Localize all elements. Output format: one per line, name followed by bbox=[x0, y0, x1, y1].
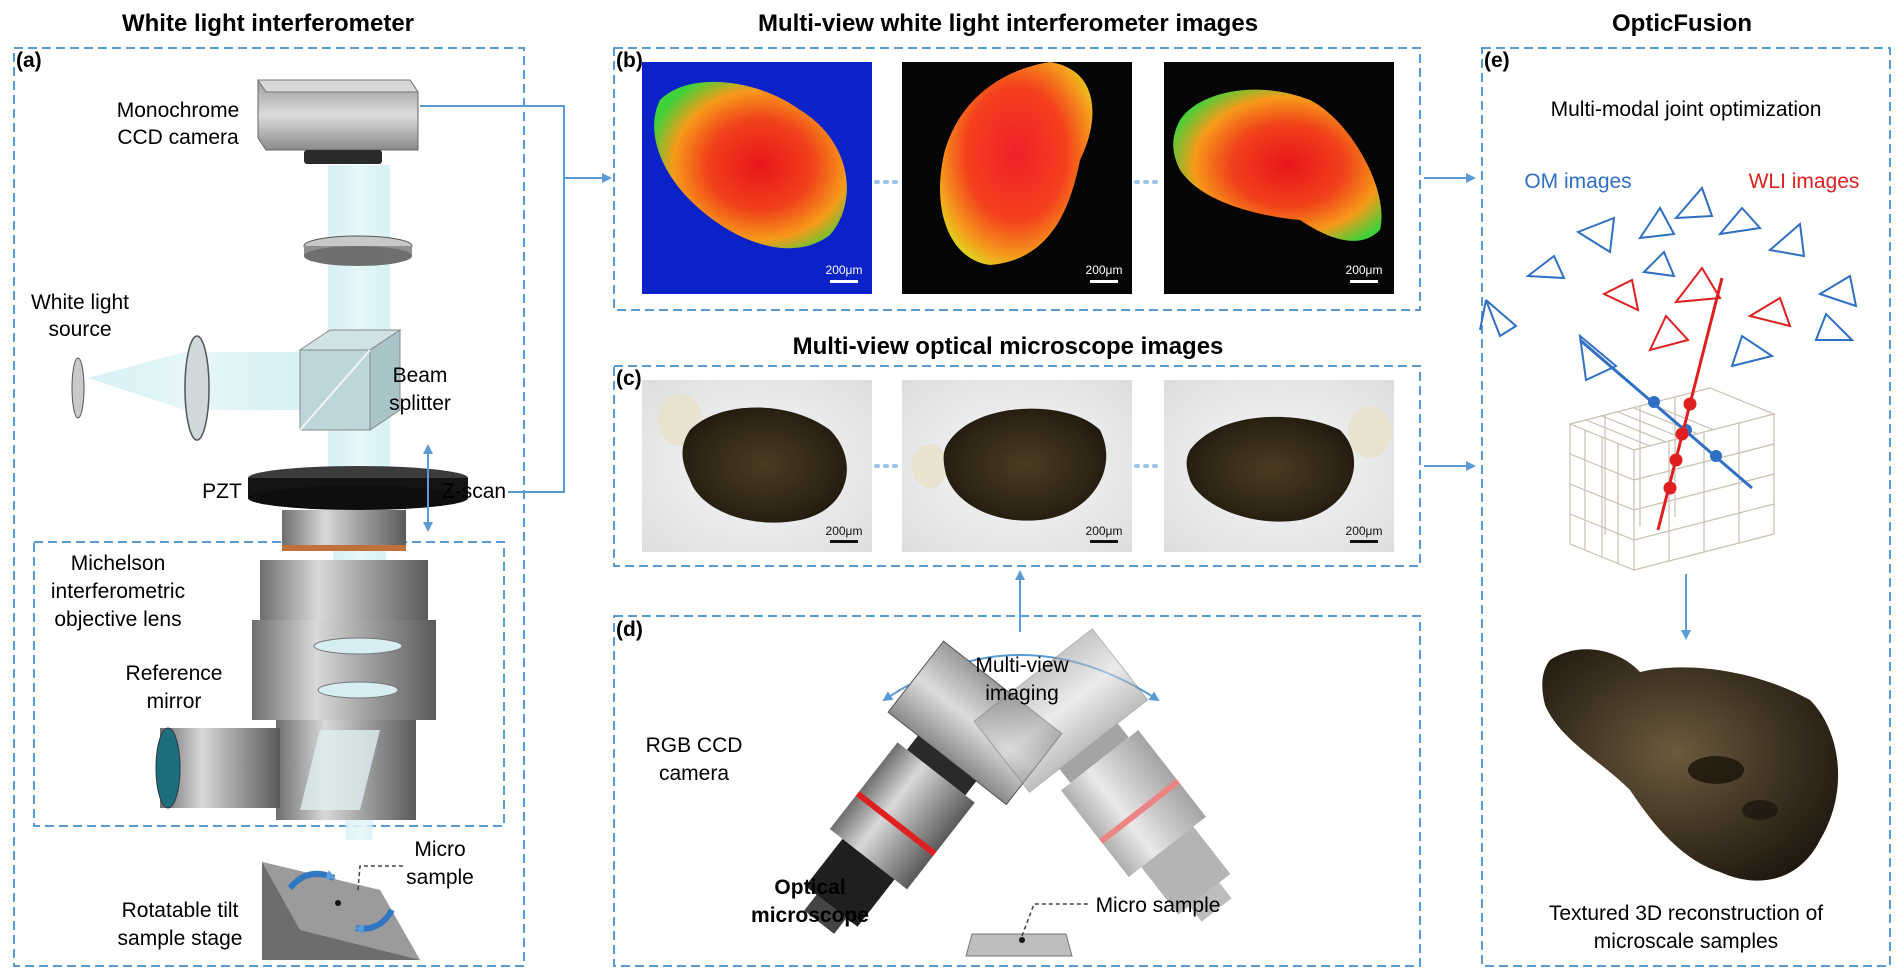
wli-camera-frustum bbox=[1648, 314, 1690, 352]
panel-tag-c: (c) bbox=[616, 367, 642, 390]
panel-tag-e: (e) bbox=[1484, 49, 1510, 72]
om-camera-frustum bbox=[1525, 254, 1566, 280]
scale-bar-wli-2: 200μm bbox=[1086, 263, 1123, 277]
scale-bar-om-1: 200μm bbox=[826, 524, 863, 538]
wli-camera-frustum bbox=[1601, 278, 1640, 312]
label-micro-line2: sample bbox=[406, 866, 474, 889]
micro-sample-dot bbox=[335, 900, 341, 906]
camera-lens-mount bbox=[304, 150, 382, 164]
om-camera-frustum bbox=[1814, 312, 1855, 341]
label-stage-line2: sample stage bbox=[118, 927, 243, 950]
om-sample-plate bbox=[965, 933, 1073, 957]
label-multiview-line2: imaging bbox=[985, 682, 1059, 705]
om-camera-frustum bbox=[1673, 186, 1714, 220]
panel-tag-d: (d) bbox=[616, 618, 643, 641]
wli-image-1: 200μm bbox=[642, 62, 872, 294]
title-opticfusion: OpticFusion bbox=[1612, 10, 1752, 37]
om-image-1: 200μm bbox=[642, 380, 872, 552]
label-wli-images: WLI images bbox=[1749, 170, 1860, 193]
label-recon-line2: microscale samples bbox=[1594, 930, 1778, 953]
label-optical-line2: microscope bbox=[751, 904, 869, 927]
om-camera-frustum bbox=[1730, 334, 1775, 368]
om-micro-sample-dot bbox=[1019, 937, 1025, 943]
panel-d-box bbox=[613, 615, 1421, 967]
panel-b-box bbox=[613, 47, 1421, 311]
ray-samples bbox=[1579, 277, 1753, 531]
wli-apparatus bbox=[71, 79, 468, 960]
label-recon-line1: Textured 3D reconstruction of bbox=[1549, 902, 1823, 925]
label-michelson-line1: Michelson bbox=[71, 552, 166, 575]
label-camera-line2: CCD camera bbox=[117, 126, 239, 149]
michelson-box bbox=[33, 541, 505, 827]
scale-bar-om-3: 200μm bbox=[1346, 524, 1383, 538]
white-light-source-icon bbox=[71, 357, 85, 419]
right-optical-microscope bbox=[973, 628, 1232, 922]
wli-camera-frustum bbox=[1747, 296, 1792, 328]
objective-knurled-section bbox=[260, 560, 428, 620]
voxel-grid bbox=[1568, 387, 1776, 571]
objective-upper-ring bbox=[282, 510, 406, 550]
panel-c-box bbox=[613, 365, 1421, 567]
label-om-micro-sample: Micro sample bbox=[1096, 894, 1221, 917]
arrow-zscan-to-wli-images bbox=[508, 178, 565, 493]
label-mirror-line2: mirror bbox=[147, 690, 202, 713]
label-source-line1: White light bbox=[31, 291, 129, 314]
wli-camera-frustum bbox=[1673, 266, 1722, 304]
label-stage-line1: Rotatable tilt bbox=[122, 899, 239, 922]
label-om-images: OM images bbox=[1524, 170, 1631, 193]
arrow-camera-to-wli-images bbox=[420, 105, 612, 183]
panel-a-box bbox=[13, 47, 525, 967]
wli-image-2: 200μm bbox=[902, 62, 1132, 294]
title-multiview-wli-images: Multi-view white light interferometer im… bbox=[758, 10, 1258, 37]
label-micro-line1: Micro bbox=[414, 838, 465, 861]
panel-e-box bbox=[1481, 47, 1891, 967]
om-camera-frustum bbox=[1641, 250, 1676, 278]
label-zscan: Z-scan bbox=[442, 480, 506, 503]
collimator-lens-icon bbox=[184, 335, 210, 441]
om-camera-frustum bbox=[1637, 206, 1676, 240]
om-camera-frustum bbox=[1767, 222, 1806, 258]
label-michelson-line3: objective lens bbox=[54, 608, 181, 631]
reference-mirror-icon bbox=[155, 727, 181, 809]
label-splitter-line1: Beam bbox=[393, 364, 448, 387]
om-setup bbox=[804, 628, 1232, 957]
om-camera-frustum bbox=[1717, 206, 1762, 236]
wli-image-3: 200μm bbox=[1164, 62, 1394, 294]
om-camera-frustum bbox=[1575, 216, 1616, 254]
scale-bar-wli-3: 200μm bbox=[1346, 263, 1383, 277]
label-joint-optimization: Multi-modal joint optimization bbox=[1551, 98, 1822, 121]
label-mirror-line1: Reference bbox=[126, 662, 223, 685]
om-ray bbox=[1579, 338, 1753, 490]
panel-tag-b: (b) bbox=[616, 49, 643, 72]
label-rgb-line2: camera bbox=[659, 762, 729, 785]
om-camera-frustum bbox=[1578, 333, 1618, 382]
om-image-3: 200μm bbox=[1164, 380, 1394, 552]
label-multiview-line1: Multi-view bbox=[975, 654, 1069, 677]
label-splitter-line2: splitter bbox=[389, 392, 451, 415]
om-image-2: 200μm bbox=[902, 380, 1132, 552]
scale-bar-wli-1: 200μm bbox=[826, 263, 863, 277]
camera-frustums bbox=[1479, 186, 1858, 382]
om-camera-frustum bbox=[1479, 299, 1518, 338]
label-rgb-line1: RGB CCD bbox=[646, 734, 743, 757]
label-source-line2: source bbox=[48, 318, 111, 341]
scale-bar-om-2: 200μm bbox=[1086, 524, 1123, 538]
objective-body bbox=[252, 620, 436, 720]
label-michelson-line2: interferometric bbox=[51, 580, 185, 603]
label-pzt: PZT bbox=[202, 480, 242, 503]
om-camera-frustum bbox=[1817, 274, 1858, 308]
panel-tag-a: (a) bbox=[16, 49, 42, 72]
title-multiview-om-images: Multi-view optical microscope images bbox=[793, 333, 1224, 360]
title-white-light-interferometer: White light interferometer bbox=[122, 10, 414, 37]
label-camera-line1: Monochrome bbox=[117, 99, 240, 122]
label-optical-line1: Optical bbox=[774, 876, 845, 899]
